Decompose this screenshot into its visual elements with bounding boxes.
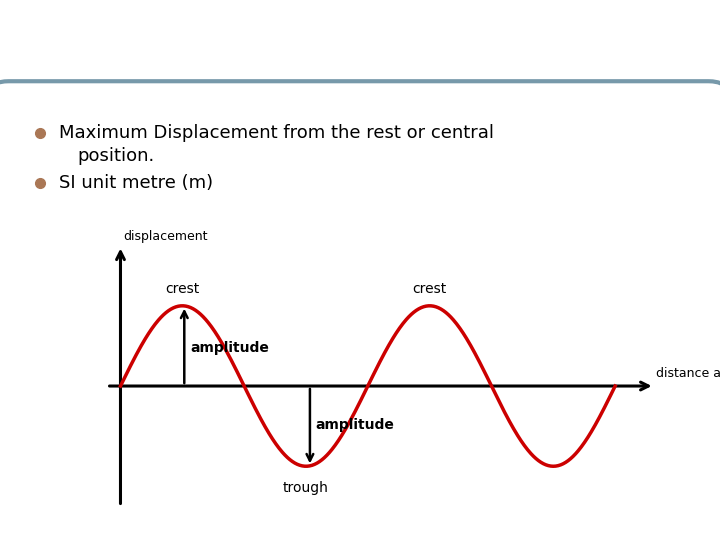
FancyBboxPatch shape (0, 81, 720, 540)
Text: amplitude: amplitude (190, 341, 269, 355)
Text: Maximum Displacement from the rest or central: Maximum Displacement from the rest or ce… (59, 124, 494, 142)
Text: AMPLITUDE (A): AMPLITUDE (A) (16, 21, 314, 55)
Text: SI unit metre (m): SI unit metre (m) (59, 174, 213, 192)
Text: crest: crest (165, 282, 199, 296)
Text: position.: position. (78, 147, 155, 165)
Text: distance along rope: distance along rope (657, 367, 720, 380)
Text: trough: trough (283, 481, 329, 495)
Text: amplitude: amplitude (316, 417, 395, 431)
Text: displacement: displacement (124, 230, 208, 243)
Text: crest: crest (413, 282, 447, 296)
